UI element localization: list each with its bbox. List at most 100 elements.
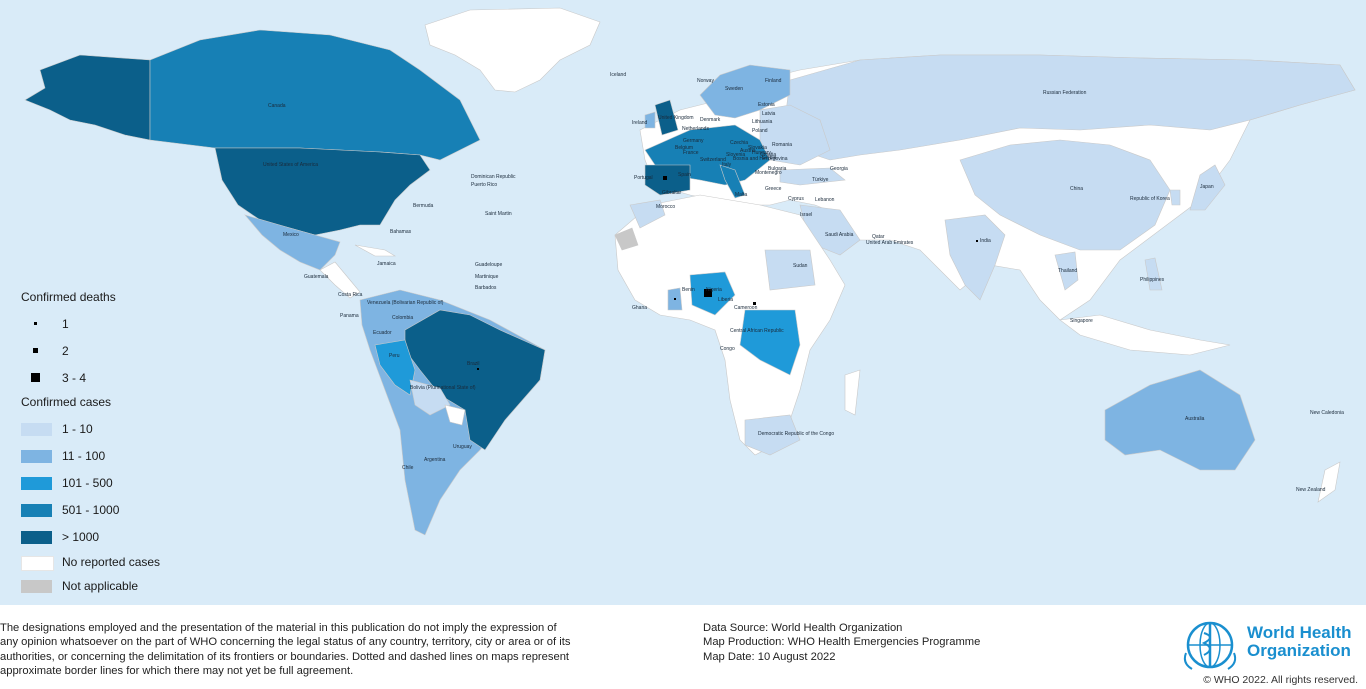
country-label: Peru: [389, 353, 400, 359]
legend-swatch: [21, 423, 52, 436]
country-label: Switzerland: [700, 157, 726, 163]
country-label: Guatemala: [304, 274, 329, 280]
death-large-square-icon: [31, 373, 40, 382]
country-label: Bulgaria: [768, 166, 787, 172]
who-emblem-icon: [1183, 621, 1237, 670]
legend-deaths-title: Confirmed deaths: [21, 290, 116, 304]
land-ireland: [644, 111, 656, 129]
country-label: Cameroon: [734, 305, 758, 311]
land-se-asia-islands: [1059, 314, 1231, 356]
country-label: Philippines: [1140, 277, 1165, 283]
land-italy: [719, 164, 746, 199]
country-label: Malta: [735, 192, 748, 198]
country-label: Jamaica: [377, 261, 396, 267]
country-label: Chile: [402, 465, 414, 471]
map-area: Iceland Norway Sweden Finland Estonia Latvia L…: [0, 0, 1366, 605]
country-label: Türkiye: [812, 177, 829, 183]
country-label: Belgium: [675, 145, 694, 151]
country-label: Latvia: [762, 111, 776, 117]
country-label: Greece: [765, 186, 782, 192]
land-cuba: [354, 244, 397, 257]
land-brazil: [404, 309, 546, 451]
land-korea: [1169, 189, 1181, 206]
world-map: [24, 7, 1356, 536]
country-label: Spain: [678, 172, 691, 178]
country-label: Republic of Korea: [1130, 196, 1170, 202]
country-label: United States of America: [263, 162, 319, 168]
country-label: New Caledonia: [1310, 410, 1344, 416]
country-label: Montenegro: [755, 170, 782, 176]
country-label: Ghana: [632, 305, 648, 311]
land-turkey: [779, 167, 846, 186]
country-label: Bermuda: [413, 203, 434, 209]
country-label: Thailand: [1058, 268, 1078, 274]
country-label: Morocco: [656, 204, 676, 210]
land-south-africa: [744, 414, 801, 456]
who-name: World Health Organization: [1247, 623, 1352, 660]
death-small-square-icon: [34, 322, 37, 325]
country-label: Uruguay: [453, 444, 472, 450]
country-label: Croatia: [760, 152, 777, 158]
country-label: Poland: [752, 128, 768, 134]
country-label: Costa Rica: [338, 292, 363, 298]
country-label: Brazil: [467, 361, 480, 367]
legend-cases-item: No reported cases: [21, 555, 221, 571]
country-label: France: [683, 150, 699, 156]
legend-cases-item: > 1000: [21, 530, 221, 544]
land-sudan: [764, 249, 816, 291]
country-label: Bosnia and Herzegovina: [733, 156, 788, 162]
country-label: Guadeloupe: [475, 262, 503, 268]
country-label: India: [980, 238, 991, 244]
country-label: Lebanon: [815, 197, 835, 203]
map-production: Map Production: WHO Health Emergencies P…: [703, 636, 981, 649]
country-label: New Zealand: [1296, 487, 1326, 493]
country-label: Georgia: [830, 166, 848, 172]
land-central-america: [319, 261, 361, 299]
land-greenland: [424, 7, 601, 93]
country-label: Democratic Republic of the Congo: [758, 431, 835, 437]
land-australia: [1104, 369, 1256, 471]
map-credits: Data Source: World Health Organization M…: [703, 621, 980, 664]
disclaimer-text: The designations employed and the presen…: [0, 622, 571, 678]
country-label: Argentina: [424, 457, 446, 463]
country-label: Estonia: [758, 102, 775, 108]
country-label: Israel: [800, 212, 813, 218]
country-label: Norway: [697, 78, 714, 84]
legend-deaths-item: 1: [21, 317, 221, 331]
land-bolivia: [409, 379, 451, 416]
who-logo: [1182, 617, 1362, 673]
legend-cases-item: 501 - 1000: [21, 503, 221, 517]
land-japan: [1189, 164, 1226, 211]
country-label: Ireland: [632, 120, 648, 126]
country-label: United Kingdom: [658, 115, 694, 121]
country-label: Lithuania: [752, 119, 773, 125]
death-marker-ghana: [674, 298, 676, 300]
country-label: Liberia: [718, 297, 734, 303]
country-label: Singapore: [1070, 318, 1093, 324]
country-label: Austria: [740, 148, 756, 154]
data-source: Data Source: World Health Organization: [703, 622, 903, 634]
country-label: Slovakia: [748, 145, 767, 151]
land-spain-portugal: [644, 164, 691, 196]
land-philippines: [1144, 257, 1163, 291]
country-label: Bahamas: [390, 229, 412, 235]
country-label: China: [1070, 186, 1084, 192]
country-label: Nigeria: [706, 287, 722, 293]
footer: The designations employed and the presen…: [0, 605, 1366, 689]
country-label: Congo: [720, 346, 735, 352]
country-label: Netherlands: [682, 126, 709, 132]
country-label: Iceland: [610, 72, 627, 78]
death-marker-india: [976, 240, 978, 242]
country-label: Japan: [1200, 184, 1214, 190]
country-label: Romania: [772, 142, 793, 148]
country-label: Russian Federation: [1043, 90, 1087, 96]
legend-cases-item: 101 - 500: [21, 476, 221, 490]
land-western-sahara: [614, 227, 639, 251]
country-label: Martinique: [475, 274, 499, 280]
land-morocco: [629, 199, 666, 229]
legend-cases-item: Not applicable: [21, 579, 221, 593]
land-new-zealand: [1317, 461, 1341, 503]
country-label: Serbia: [762, 155, 777, 161]
legend-deaths-item: 2: [21, 344, 221, 358]
land-nigeria: [689, 271, 736, 316]
